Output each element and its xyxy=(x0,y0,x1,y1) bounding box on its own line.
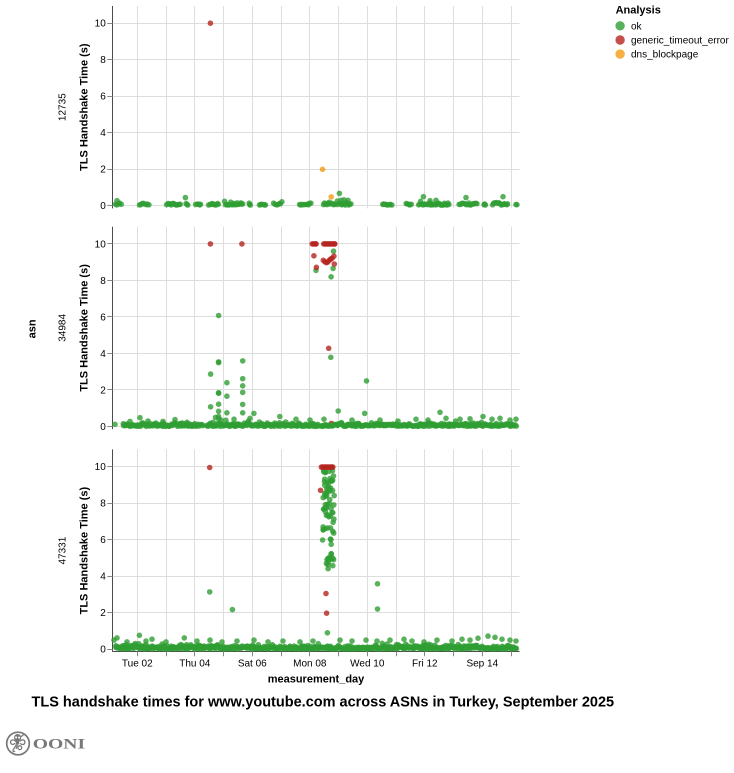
svg-text:generic_timeout_error: generic_timeout_error xyxy=(631,36,729,47)
svg-text:ok: ok xyxy=(631,21,643,32)
svg-text:4: 4 xyxy=(100,128,106,139)
svg-text:8: 8 xyxy=(100,499,106,510)
svg-text:dns_blockpage: dns_blockpage xyxy=(631,50,699,61)
svg-text:34984: 34984 xyxy=(58,314,69,342)
svg-text:Sat 06: Sat 06 xyxy=(238,659,267,670)
svg-text:OONI: OONI xyxy=(33,737,85,753)
svg-text:2: 2 xyxy=(100,165,106,176)
svg-text:0: 0 xyxy=(100,645,106,656)
svg-text:10: 10 xyxy=(95,19,107,30)
svg-text:Tue 02: Tue 02 xyxy=(122,659,153,670)
svg-text:10: 10 xyxy=(95,239,107,250)
svg-text:6: 6 xyxy=(100,535,106,546)
svg-text:asn: asn xyxy=(27,319,39,338)
svg-text:0: 0 xyxy=(100,201,106,212)
svg-text:Wed 10: Wed 10 xyxy=(350,659,385,670)
svg-text:6: 6 xyxy=(100,92,106,103)
svg-text:measurement_day: measurement_day xyxy=(268,674,365,686)
svg-text:2: 2 xyxy=(100,385,106,396)
svg-text:2: 2 xyxy=(100,608,106,619)
svg-text:Sep 14: Sep 14 xyxy=(466,659,498,670)
svg-text:TLS Handshake Time (s): TLS Handshake Time (s) xyxy=(79,264,91,392)
svg-text:0: 0 xyxy=(100,422,106,433)
svg-text:4: 4 xyxy=(100,572,106,583)
svg-text:TLS Handshake Time (s): TLS Handshake Time (s) xyxy=(79,486,91,614)
svg-text:Analysis: Analysis xyxy=(616,5,661,17)
svg-text:12735: 12735 xyxy=(58,93,69,121)
svg-text:TLS Handshake Time (s): TLS Handshake Time (s) xyxy=(79,43,91,171)
svg-text:4: 4 xyxy=(100,349,106,360)
svg-text:Fri 12: Fri 12 xyxy=(412,659,438,670)
svg-text:TLS handshake times for www.yo: TLS handshake times for www.youtube.com … xyxy=(32,695,615,711)
svg-text:8: 8 xyxy=(100,276,106,287)
svg-text:8: 8 xyxy=(100,55,106,66)
svg-text:6: 6 xyxy=(100,312,106,323)
svg-text:10: 10 xyxy=(95,462,107,473)
svg-text:Thu 04: Thu 04 xyxy=(179,659,211,670)
svg-text:47331: 47331 xyxy=(58,536,69,564)
svg-text:Mon 08: Mon 08 xyxy=(293,659,327,670)
